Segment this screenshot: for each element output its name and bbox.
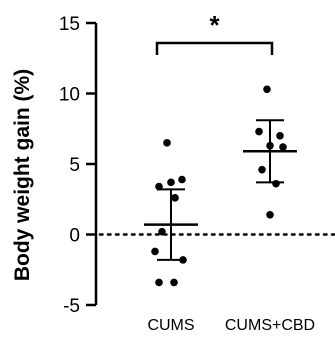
- data-point: [179, 256, 187, 264]
- data-point: [258, 165, 266, 174]
- y-tick-label: 15: [59, 14, 80, 35]
- y-tick-label: 0: [69, 226, 80, 247]
- data-point: [266, 210, 274, 219]
- data-point: [255, 127, 263, 136]
- data-point: [170, 278, 178, 287]
- x-categories: CUMS CUMS+CBD: [147, 317, 315, 334]
- data-point: [155, 278, 163, 287]
- data-point: [272, 179, 280, 188]
- x-category-label: CUMS+CBD: [225, 317, 315, 334]
- data-point: [178, 175, 186, 184]
- data-point: [266, 141, 274, 150]
- data-point: [163, 139, 171, 147]
- data-point: [151, 247, 159, 256]
- significance-bracket: [155, 41, 274, 55]
- data-point: [276, 132, 284, 140]
- y-tick-label: 5: [69, 155, 80, 176]
- data-point: [167, 178, 175, 187]
- y-ticks: -5 0 5 10 15: [59, 14, 96, 317]
- y-tick-label: 10: [59, 85, 80, 106]
- data-point: [279, 143, 287, 151]
- significance-group: *: [155, 10, 274, 55]
- x-category-label: CUMS: [147, 317, 194, 334]
- significance-label: *: [209, 10, 220, 40]
- data-points: [151, 85, 287, 287]
- data-point: [158, 227, 166, 236]
- data-point: [171, 194, 179, 202]
- y-axis-title: Body weight gain (%): [11, 69, 34, 281]
- data-point: [263, 85, 271, 94]
- y-tick-label: -5: [63, 296, 80, 317]
- data-point: [155, 182, 163, 191]
